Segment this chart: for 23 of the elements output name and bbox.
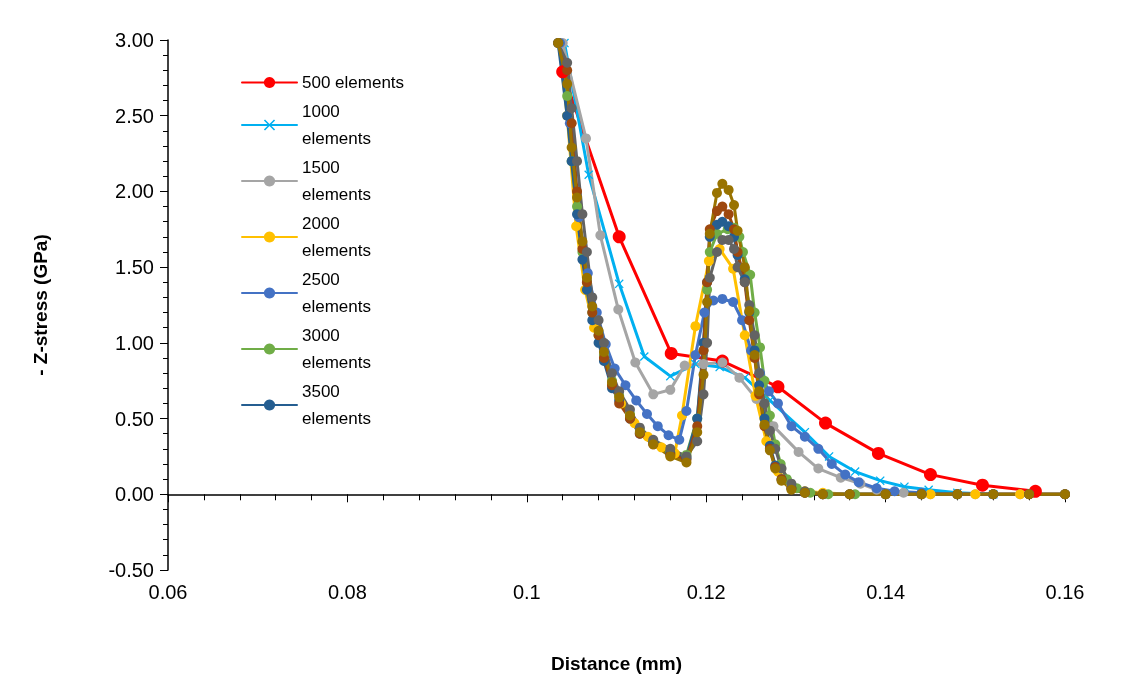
y-tick-label: 1.00 — [115, 331, 154, 354]
y-tick-label: 0.00 — [115, 483, 154, 506]
y-tick-label: 2.50 — [115, 104, 154, 127]
x-tick-label: 0.08 — [327, 581, 367, 603]
x-tick-label: 0.14 — [866, 581, 906, 603]
x-tick-label: 0.12 — [686, 581, 726, 603]
x-tick-label: 0.16 — [1045, 581, 1085, 603]
y-tick-label: 3.00 — [115, 29, 154, 51]
legend-label: 500 elements — [302, 73, 405, 92]
y-tick-label: 1.50 — [115, 256, 154, 279]
legend-label: 1000 elements — [302, 102, 371, 148]
x-tick-label: 0.1 — [512, 581, 541, 603]
legend-label: 2500 elements — [302, 270, 371, 316]
y-tick-label: 2.00 — [115, 180, 154, 203]
y-tick-label: -0.50 — [108, 559, 154, 581]
y-tick-label: 0.50 — [115, 407, 154, 430]
y-axis-title: - Z-stress (GPa) — [30, 234, 51, 376]
x-axis-title: Distance (mm) — [551, 653, 682, 674]
legend-label: 2000 elements — [302, 214, 371, 260]
legend-label: 3500 elements — [302, 382, 371, 428]
legend-label: 1500 elements — [302, 158, 371, 204]
x-tick-label: 0.06 — [148, 581, 188, 603]
legend-label: 3000 elements — [302, 326, 371, 372]
